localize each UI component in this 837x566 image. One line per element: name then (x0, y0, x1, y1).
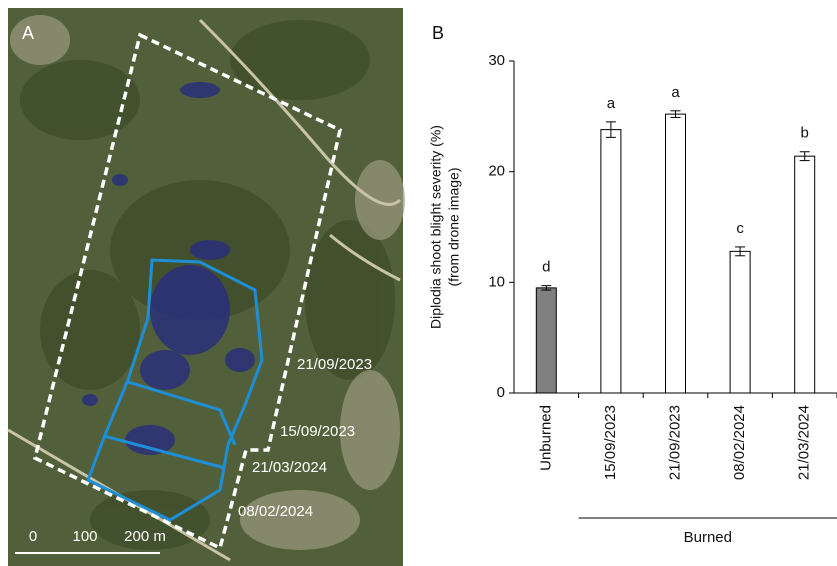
bar (536, 288, 556, 393)
plot-label: 08/02/2024 (238, 503, 313, 520)
bar (601, 130, 621, 393)
aerial-map: A 21/09/2023 15/09/2023 21/03/2024 08/02… (8, 8, 405, 566)
plot-label: 21/09/2023 (297, 356, 372, 373)
scale-label: 0 (29, 528, 37, 545)
y-axis-label: (from drone image) (446, 167, 462, 286)
figure: A 21/09/2023 15/09/2023 21/03/2024 08/02… (0, 0, 837, 566)
x-tick-label: 21/03/2024 (796, 405, 813, 480)
group-label: Burned (684, 529, 732, 546)
x-tick-label: Unburned (537, 405, 554, 471)
bar (666, 114, 686, 393)
panel-label: B (432, 23, 444, 43)
significance-letter: b (801, 125, 809, 142)
significance-letter: c (736, 220, 744, 237)
x-tick-label: 15/09/2023 (602, 405, 619, 480)
y-axis-label: Diplodia shoot blight severity (%) (428, 125, 444, 329)
significance-letter: a (607, 95, 616, 112)
y-tick-label: 0 (497, 384, 505, 401)
y-tick-label: 20 (488, 163, 505, 180)
significance-letter: a (671, 84, 680, 101)
plot-label: 21/03/2024 (252, 459, 327, 476)
scale-label: 100 (72, 528, 97, 545)
scale-label: 200 m (124, 528, 166, 545)
panel-label: A (22, 23, 34, 43)
x-tick-label: 21/09/2023 (666, 405, 683, 480)
y-tick-label: 10 (488, 273, 505, 290)
bar (730, 251, 750, 393)
y-tick-label: 30 (488, 52, 505, 69)
significance-letter: d (542, 259, 550, 276)
plot-label: 15/09/2023 (280, 423, 355, 440)
bar (795, 156, 815, 393)
x-tick-label: 08/02/2024 (731, 405, 748, 480)
